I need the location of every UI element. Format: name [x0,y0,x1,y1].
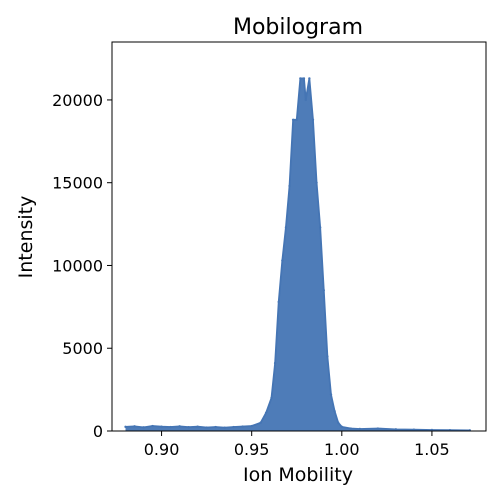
x-tick-label: 0.95 [234,440,270,459]
data-point [308,77,311,80]
data-point [178,425,181,428]
y-tick-label: 0 [93,422,103,441]
x-tick-label: 1.05 [414,440,450,459]
x-tick-label: 1.00 [324,440,360,459]
data-point [333,409,336,413]
data-point [376,427,380,430]
data-point [160,425,163,428]
data-point [337,421,340,424]
data-point [124,425,127,429]
data-point [142,426,145,429]
data-point [259,421,262,424]
series-line-0 [125,77,470,432]
data-point [295,118,298,122]
data-point [394,428,398,431]
data-point [214,425,217,429]
data-point [187,425,190,429]
data-point [281,259,284,262]
data-point [169,425,172,429]
data-point [232,425,235,429]
data-point [322,289,325,292]
axes: 0.90 0.95 1.00 1.05 0 5000 10000 15000 20000 [52,41,487,459]
data-point [302,77,306,80]
data-point [412,428,416,431]
y-axis-label: Intensity [15,196,37,279]
data-point [205,426,208,429]
data-point [311,118,315,122]
plot-frame [111,41,487,432]
data-point [340,425,344,429]
data-point [277,300,280,304]
data-point [315,181,318,184]
data-point [291,118,295,122]
data-point [223,426,226,429]
data-point [151,424,154,428]
data-point [264,411,268,414]
data-point [288,184,291,188]
data-point [270,396,273,400]
data-point [318,226,322,229]
data-point [326,355,329,358]
data-point [349,427,353,430]
chart-title: Mobilogram [233,15,363,40]
y-tick-label: 10000 [52,256,103,275]
data-point [358,427,362,431]
y-tick-label: 5000 [62,339,103,358]
data-point [250,424,253,428]
data-point [133,425,136,428]
data-point [241,425,244,428]
x-tick-label: 0.90 [144,440,180,459]
data-point [196,425,199,428]
data-point [273,361,277,365]
data-point [304,98,307,102]
y-tick-label: 15000 [52,174,103,193]
plot-area [124,77,471,432]
data-point [329,393,333,396]
x-axis-label: Ion Mobility [243,464,353,486]
series-area-0 [125,78,470,432]
data-point [284,226,288,229]
data-point [299,77,302,80]
y-tick-label: 20000 [52,91,103,110]
